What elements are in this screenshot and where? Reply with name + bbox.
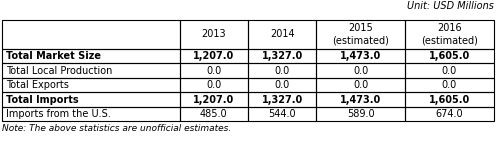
Text: 674.0: 674.0 — [435, 109, 463, 119]
Text: 2014: 2014 — [270, 29, 295, 39]
Bar — [316, 63, 405, 78]
Bar — [180, 49, 248, 63]
Text: 0.0: 0.0 — [353, 66, 369, 75]
Text: 2015
(estimated): 2015 (estimated) — [332, 23, 389, 45]
Bar — [180, 92, 248, 107]
Bar — [180, 107, 248, 121]
Text: Total Market Size: Total Market Size — [6, 51, 102, 61]
Text: 2013: 2013 — [201, 29, 226, 39]
Text: 1,207.0: 1,207.0 — [193, 94, 235, 104]
Text: 544.0: 544.0 — [268, 109, 296, 119]
Bar — [316, 78, 405, 92]
Text: 1,207.0: 1,207.0 — [193, 51, 235, 61]
Bar — [2, 49, 180, 63]
Text: 1,473.0: 1,473.0 — [340, 94, 381, 104]
Text: Total Local Production: Total Local Production — [6, 66, 113, 75]
Text: 1,473.0: 1,473.0 — [340, 51, 381, 61]
Text: Total Exports: Total Exports — [6, 80, 69, 90]
Bar — [248, 107, 316, 121]
Bar — [2, 107, 180, 121]
Bar — [316, 49, 405, 63]
Text: 485.0: 485.0 — [200, 109, 228, 119]
Bar — [405, 49, 494, 63]
Bar — [316, 107, 405, 121]
Bar — [180, 78, 248, 92]
Bar — [405, 92, 494, 107]
Text: Total Imports: Total Imports — [6, 94, 79, 104]
Bar — [405, 107, 494, 121]
Bar — [405, 63, 494, 78]
Bar — [248, 78, 316, 92]
Bar — [2, 78, 180, 92]
Bar — [316, 92, 405, 107]
Bar — [248, 49, 316, 63]
Text: Imports from the U.S.: Imports from the U.S. — [6, 109, 111, 119]
Text: 1,327.0: 1,327.0 — [261, 94, 303, 104]
Text: 0.0: 0.0 — [275, 66, 290, 75]
Bar — [405, 78, 494, 92]
Bar — [316, 20, 405, 49]
Text: 1,605.0: 1,605.0 — [429, 51, 470, 61]
Bar — [248, 92, 316, 107]
Text: 0.0: 0.0 — [275, 80, 290, 90]
Text: 1,327.0: 1,327.0 — [261, 51, 303, 61]
Text: Unit: USD Millions: Unit: USD Millions — [407, 1, 494, 11]
Bar — [248, 63, 316, 78]
Text: 0.0: 0.0 — [353, 80, 369, 90]
Text: 2016
(estimated): 2016 (estimated) — [421, 23, 478, 45]
Bar — [248, 20, 316, 49]
Bar — [2, 92, 180, 107]
Bar — [180, 63, 248, 78]
Bar — [180, 20, 248, 49]
Bar — [2, 63, 180, 78]
Text: 0.0: 0.0 — [206, 66, 221, 75]
Text: 589.0: 589.0 — [347, 109, 374, 119]
Bar — [405, 20, 494, 49]
Text: 0.0: 0.0 — [441, 80, 457, 90]
Text: 0.0: 0.0 — [441, 66, 457, 75]
Text: 1,605.0: 1,605.0 — [429, 94, 470, 104]
Text: 0.0: 0.0 — [206, 80, 221, 90]
Bar — [2, 20, 180, 49]
Text: Note: The above statistics are unofficial estimates.: Note: The above statistics are unofficia… — [2, 124, 232, 133]
